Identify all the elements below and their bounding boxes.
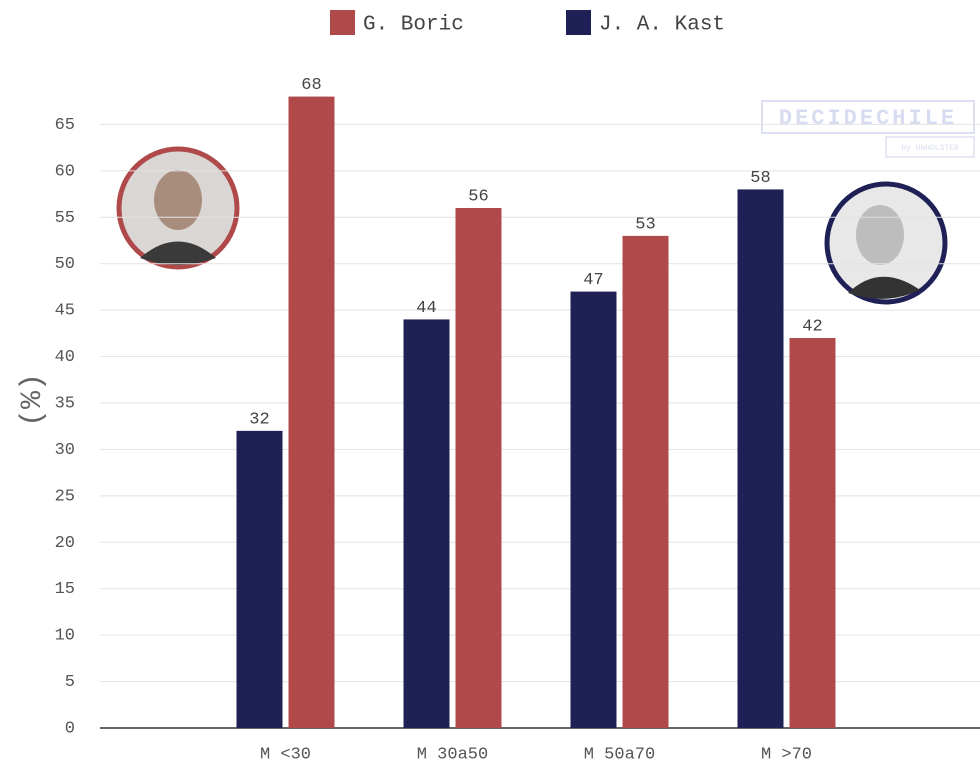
value-label: 47 — [583, 271, 603, 290]
bar — [289, 97, 335, 728]
y-tick-label: 25 — [55, 487, 75, 506]
y-tick-label: 10 — [55, 627, 75, 646]
y-tick-label: 15 — [55, 580, 75, 599]
value-label: 42 — [802, 317, 822, 336]
legend-swatch — [566, 10, 591, 35]
y-tick-label: 65 — [55, 116, 75, 135]
value-label: 44 — [416, 299, 436, 318]
y-tick-label: 30 — [55, 441, 75, 460]
y-tick-label: 40 — [55, 348, 75, 367]
bar — [237, 431, 283, 728]
bar — [571, 292, 617, 728]
value-label: 68 — [301, 76, 321, 95]
value-label: 32 — [249, 410, 269, 429]
watermark: DECIDECHILE by UNHOLSTER — [762, 101, 974, 157]
y-tick-label: 60 — [55, 162, 75, 181]
bar — [738, 189, 784, 728]
photo-face — [856, 205, 904, 265]
y-tick-label: 0 — [65, 719, 75, 738]
value-label: 58 — [750, 169, 770, 188]
legend-swatch — [330, 10, 355, 35]
watermark-sub: by UNHOLSTER — [901, 144, 959, 153]
photo-kast — [827, 184, 945, 302]
x-tick-label: M 30a50 — [417, 745, 488, 764]
bar — [404, 319, 450, 728]
y-tick-label: 45 — [55, 302, 75, 321]
photo-face — [154, 170, 202, 230]
y-axis-label: (%) — [16, 373, 50, 427]
x-tick-label: M >70 — [761, 745, 812, 764]
x-tick-label: M <30 — [260, 745, 311, 764]
bar — [790, 338, 836, 728]
x-tick-label: M 50a70 — [584, 745, 655, 764]
value-label: 53 — [635, 215, 655, 234]
y-tick-label: 35 — [55, 394, 75, 413]
legend-label: J. A. Kast — [599, 14, 725, 37]
legend-label: G. Boric — [363, 14, 464, 37]
chart: (%) DECIDECHILE by UNHOLSTER 0 5 10 15 20 25 3… — [0, 0, 980, 765]
bar — [456, 208, 502, 728]
value-label: 56 — [468, 187, 488, 206]
y-tick-label: 50 — [55, 255, 75, 274]
photo-boric — [119, 149, 237, 267]
y-tick-label: 55 — [55, 209, 75, 228]
bar — [623, 236, 669, 728]
y-tick-label: 20 — [55, 534, 75, 553]
watermark-text: DECIDECHILE — [779, 106, 957, 131]
y-tick-label: 5 — [65, 673, 75, 692]
